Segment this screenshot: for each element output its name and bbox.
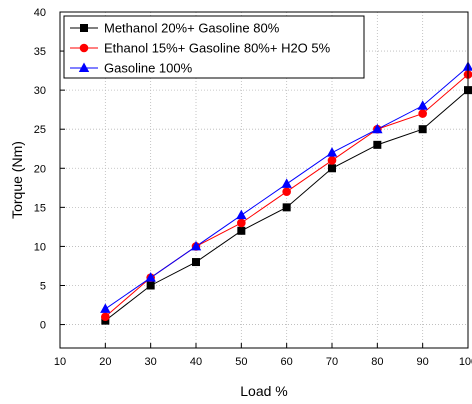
grid-lines [60, 12, 468, 348]
x-tick-label: 50 [235, 356, 247, 368]
y-tick-label: 35 [34, 46, 46, 58]
data-point [326, 147, 338, 157]
data-point [101, 312, 110, 322]
data-point [237, 226, 246, 235]
y-tick-label: 10 [34, 241, 46, 253]
y-tick-label: 15 [34, 202, 46, 214]
legend-item: Methanol 20%+ Gasoline 80% [70, 21, 280, 36]
x-tick-label: 20 [99, 356, 111, 368]
x-tick-label: 80 [371, 356, 383, 368]
data-point [418, 109, 427, 118]
legend-marker [78, 62, 90, 72]
data-point [328, 164, 336, 173]
x-tick-label: 70 [326, 356, 338, 368]
legend-marker [80, 24, 88, 32]
legend-label: Methanol 20%+ Gasoline 80% [104, 21, 280, 36]
data-point [146, 281, 155, 290]
y-axis-title: Torque (Nm) [9, 141, 25, 219]
x-tick-label: 30 [145, 356, 157, 368]
data-point [192, 258, 200, 267]
data-point [327, 156, 337, 165]
x-tick-label: 100 [459, 356, 472, 368]
y-tick-label: 5 [40, 280, 46, 292]
data-point [190, 240, 202, 251]
legend-label: Ethanol 15%+ Gasoline 80%+ H2O 5% [104, 41, 331, 56]
x-tick-label: 60 [281, 356, 293, 368]
data-point [281, 178, 292, 188]
data-point [236, 209, 247, 220]
x-tick-label: 40 [190, 356, 202, 368]
data-point [282, 203, 291, 212]
data-point [462, 61, 472, 71]
plot-frame [59, 11, 469, 349]
y-tick-label: 20 [34, 163, 46, 175]
data-point [417, 100, 428, 110]
y-tick-label: 40 [34, 7, 46, 19]
data-point [100, 303, 111, 313]
y-tick-label: 0 [40, 320, 46, 332]
x-tick-label: 10 [54, 356, 66, 368]
legend-marker [79, 43, 89, 53]
y-tick-label: 30 [34, 85, 46, 97]
data-point [373, 140, 382, 149]
series-3 [100, 61, 472, 313]
x-tick-label: 90 [417, 356, 429, 368]
legend-box [63, 15, 365, 79]
legend-item: Gasoline 100% [70, 61, 193, 76]
data-point [282, 187, 291, 197]
data-point [372, 123, 383, 134]
data-point [237, 218, 246, 228]
x-axis-title: Load % [240, 383, 287, 399]
data-point [418, 125, 427, 134]
legend: Methanol 20%+ Gasoline 80% Ethanol 15%+ G… [63, 15, 365, 79]
y-tick-label: 25 [34, 124, 46, 136]
data-point [145, 272, 156, 282]
legend-label: Gasoline 100% [104, 61, 193, 76]
axis-ticks: 10 20 30 40 50 60 70 80 90 100 0 5 10 15 20 25 30 35 40 [34, 7, 472, 368]
legend-item: Ethanol 15%+ Gasoline 80%+ H2O 5% [70, 41, 331, 56]
